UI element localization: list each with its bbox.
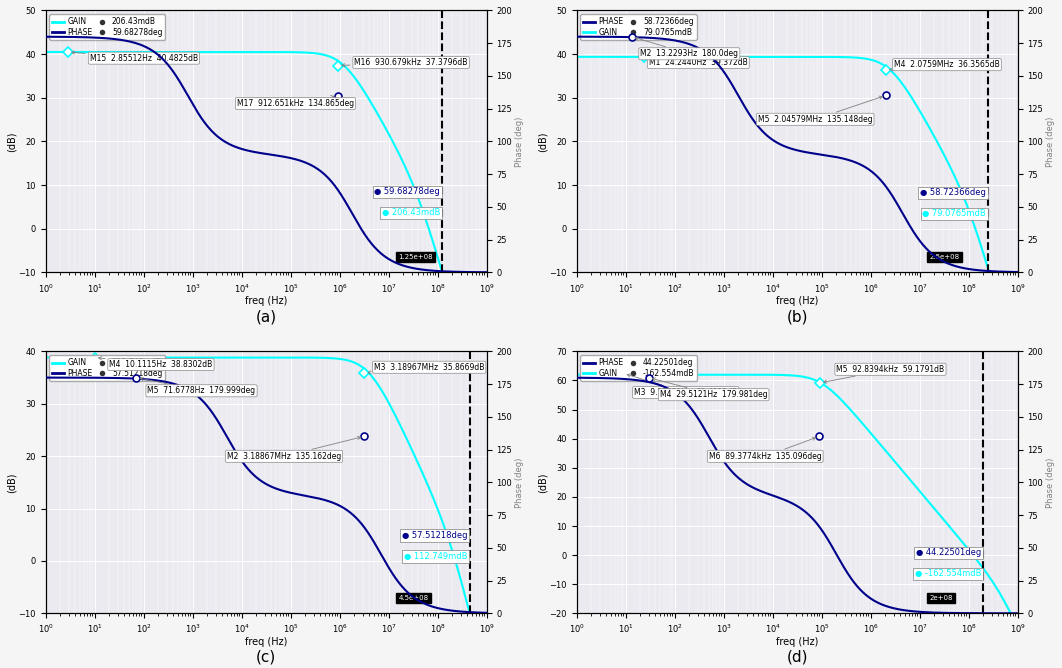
- Text: M4  29.5121Hz  179.981deg: M4 29.5121Hz 179.981deg: [652, 378, 768, 399]
- Text: (b): (b): [786, 309, 808, 324]
- Legend: PHASE, GAIN, 44.22501deg, -162.554mdB: PHASE, GAIN, 44.22501deg, -162.554mdB: [580, 355, 698, 381]
- Text: (a): (a): [256, 309, 277, 324]
- Text: 4.5e+08: 4.5e+08: [398, 595, 429, 601]
- X-axis label: freq (Hz): freq (Hz): [776, 296, 819, 306]
- X-axis label: freq (Hz): freq (Hz): [245, 637, 288, 647]
- Text: ● 57.51218deg: ● 57.51218deg: [401, 531, 467, 540]
- Text: 2.5e+08: 2.5e+08: [929, 255, 960, 261]
- Y-axis label: Phase (deg): Phase (deg): [515, 457, 524, 508]
- Text: M2  3.18867MHz  135.162deg: M2 3.18867MHz 135.162deg: [227, 436, 361, 461]
- Text: M3  9.12011Hz  62.4311dB: M3 9.12011Hz 62.4311dB: [628, 374, 737, 397]
- Text: M3  3.18967MHz  35.8669dB: M3 3.18967MHz 35.8669dB: [369, 363, 484, 374]
- Y-axis label: (dB): (dB): [538, 131, 548, 152]
- Legend: PHASE, GAIN, 58.72366deg, 79.0765mdB: PHASE, GAIN, 58.72366deg, 79.0765mdB: [580, 14, 697, 40]
- Text: M5  92.8394kHz  59.1791dB: M5 92.8394kHz 59.1791dB: [824, 365, 944, 383]
- Y-axis label: Phase (deg): Phase (deg): [1046, 116, 1055, 166]
- Text: ● 206.43mdB: ● 206.43mdB: [382, 208, 440, 217]
- Y-axis label: Phase (deg): Phase (deg): [515, 116, 524, 166]
- Y-axis label: (dB): (dB): [7, 131, 17, 152]
- Text: (c): (c): [256, 650, 276, 665]
- Text: 2e+08: 2e+08: [929, 595, 953, 601]
- Text: ● 58.72366deg: ● 58.72366deg: [920, 188, 986, 198]
- Text: ● -162.554mdB: ● -162.554mdB: [914, 569, 981, 578]
- X-axis label: freq (Hz): freq (Hz): [776, 637, 819, 647]
- Text: ● 44.22501deg: ● 44.22501deg: [915, 548, 981, 557]
- Y-axis label: (dB): (dB): [7, 472, 17, 492]
- Text: M15  2.85512Hz  40.4825dB: M15 2.85512Hz 40.4825dB: [71, 51, 198, 63]
- Text: 1.25e+08: 1.25e+08: [398, 255, 433, 261]
- Text: M4  2.0759MHz  36.3565dB: M4 2.0759MHz 36.3565dB: [890, 60, 999, 71]
- Text: ● 112.749mdB: ● 112.749mdB: [404, 552, 467, 561]
- Text: ● 59.68278deg: ● 59.68278deg: [375, 187, 440, 196]
- Y-axis label: Phase (deg): Phase (deg): [1046, 457, 1055, 508]
- Legend: GAIN, PHASE, 112.749mdB, 57.51218deg: GAIN, PHASE, 112.749mdB, 57.51218deg: [49, 355, 166, 381]
- Text: M1  24.2440Hz  39.372dB: M1 24.2440Hz 39.372dB: [645, 55, 748, 67]
- Text: M5  2.04579MHz  135.148deg: M5 2.04579MHz 135.148deg: [758, 96, 883, 124]
- Text: (d): (d): [786, 650, 808, 665]
- X-axis label: freq (Hz): freq (Hz): [245, 296, 288, 306]
- Text: M5  71.6778Hz  179.999deg: M5 71.6778Hz 179.999deg: [140, 377, 256, 395]
- Legend: GAIN, PHASE, 206.43mdB, 59.68278deg: GAIN, PHASE, 206.43mdB, 59.68278deg: [49, 14, 166, 40]
- Text: M16  930.679kHz  37.3796dB: M16 930.679kHz 37.3796dB: [342, 58, 467, 67]
- Text: M17  912.651kHz  134.865deg: M17 912.651kHz 134.865deg: [237, 96, 354, 108]
- Text: M6  89.3774kHz  135.096deg: M6 89.3774kHz 135.096deg: [708, 438, 822, 461]
- Text: M4  10.1115Hz  38.8302dB: M4 10.1115Hz 38.8302dB: [99, 357, 212, 369]
- Text: ● 79.0765mdB: ● 79.0765mdB: [922, 210, 986, 218]
- Y-axis label: (dB): (dB): [538, 472, 548, 492]
- Text: M2  13.2293Hz  180.0deg: M2 13.2293Hz 180.0deg: [635, 37, 738, 58]
